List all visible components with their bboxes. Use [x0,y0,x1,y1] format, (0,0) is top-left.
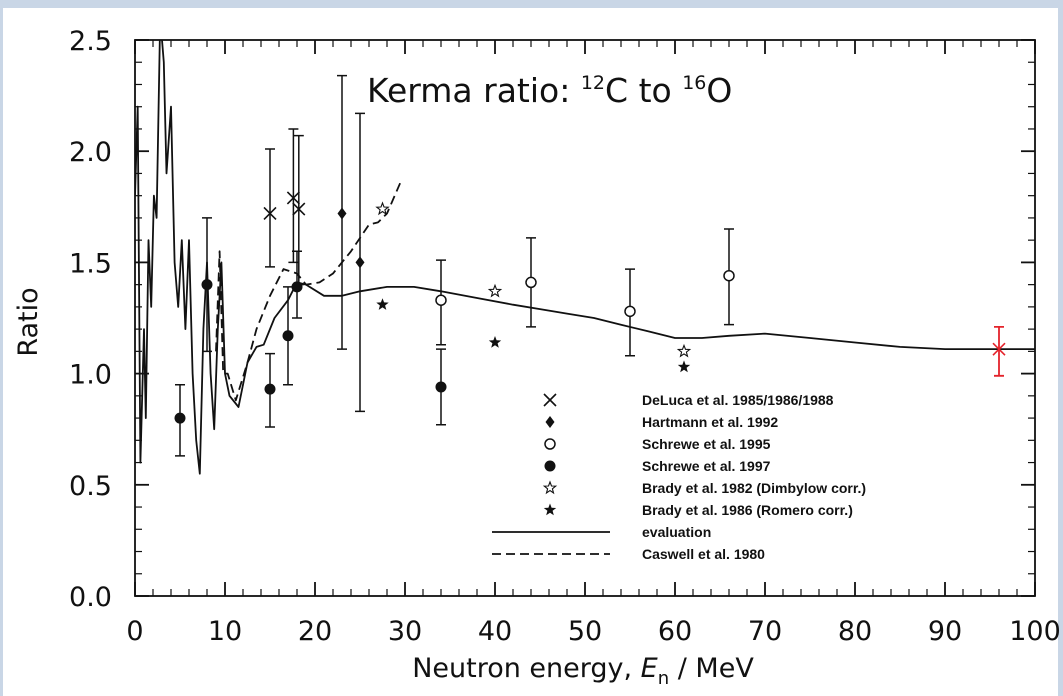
cross-point [263,206,277,221]
y-tick-label: 2.5 [69,26,112,57]
x-tick-label: 80 [838,616,872,647]
legend: DeLuca et al. 1985/1986/1988 Hartmann et … [492,392,866,562]
x-axis-ticks: 0 10 20 30 40 50 60 70 80 90 100 [126,40,1061,647]
error-bar [994,325,1004,377]
data-markers [174,74,1006,457]
filled-star-point [488,336,502,348]
y-axis-title: Ratio [13,287,44,356]
legend-label: Schrewe et al. 1997 [642,458,771,474]
filled-circle-point [282,330,294,342]
x-tick-label: 50 [568,616,602,647]
legend-label: Brady et al. 1982 (Dimbylow corr.) [642,480,866,496]
x-tick-label: 100 [1009,616,1061,647]
y-tick-label: 1.5 [69,248,112,279]
chart-title: Kerma ratio: 12C to 16O [367,71,732,110]
caswell-curve [215,181,402,402]
open-circle-point [624,305,636,318]
x-tick-label: 10 [208,616,242,647]
x-tick-label: 0 [126,616,143,647]
diamond-point [337,207,347,220]
filled-circle-point [201,279,213,291]
legend-swatch [544,438,556,450]
open-star-point [487,283,503,298]
evaluation-curve [135,40,1035,475]
legend-label: Caswell et al. 1980 [642,546,765,562]
y-tick-label: 0.5 [69,471,112,502]
open-circle-point [723,269,735,282]
legend-label: Brady et al. 1986 (Romero corr.) [642,502,853,518]
error-bar [288,128,299,264]
y-tick-label: 1.0 [69,360,112,391]
legend-label: Schrewe et al. 1995 [642,436,771,452]
filled-circle-point [174,412,186,424]
open-star-point [676,343,692,358]
x-tick-label: 40 [478,616,512,647]
legend-swatch [544,460,556,472]
open-star-point [375,201,390,216]
filled-star-point [376,298,389,310]
legend-swatch [543,393,557,407]
legend-label: evaluation [642,524,711,540]
y-axis-ticks: 0.0 0.5 1.0 1.5 2.0 2.5 [69,26,1035,613]
x-axis-title: Neutron energy, En / MeV [412,653,754,689]
filled-star-point [677,360,691,373]
cross-point [286,191,300,205]
x-tick-label: 60 [658,616,692,647]
filled-circle-point [291,281,303,293]
legend-swatch [543,503,557,516]
plot-area [134,39,1036,597]
y-tick-label: 0.0 [69,582,112,613]
cross-point [292,202,306,216]
legend-swatch [545,416,555,428]
open-circle-point [525,276,537,289]
open-circle-point [435,294,447,306]
filled-circle-point [435,381,447,393]
curves [135,40,1035,475]
x-tick-label: 20 [298,616,332,647]
y-tick-label: 2.0 [69,137,112,168]
x-tick-label: 70 [748,616,782,647]
error-bar [265,148,275,268]
x-tick-label: 30 [388,616,422,647]
highlight-point [992,342,1006,356]
x-tick-label: 90 [928,616,962,647]
legend-label: Hartmann et al. 1992 [642,414,778,430]
minor-ticks [135,40,1035,596]
legend-label: DeLuca et al. 1985/1986/1988 [642,392,834,408]
filled-circle-point [264,383,276,395]
legend-swatch [542,480,558,495]
diamond-point [355,256,365,269]
